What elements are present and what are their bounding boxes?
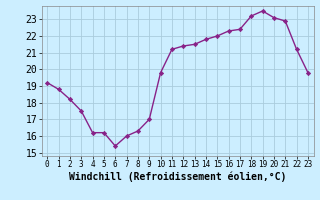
X-axis label: Windchill (Refroidissement éolien,°C): Windchill (Refroidissement éolien,°C) <box>69 172 286 182</box>
